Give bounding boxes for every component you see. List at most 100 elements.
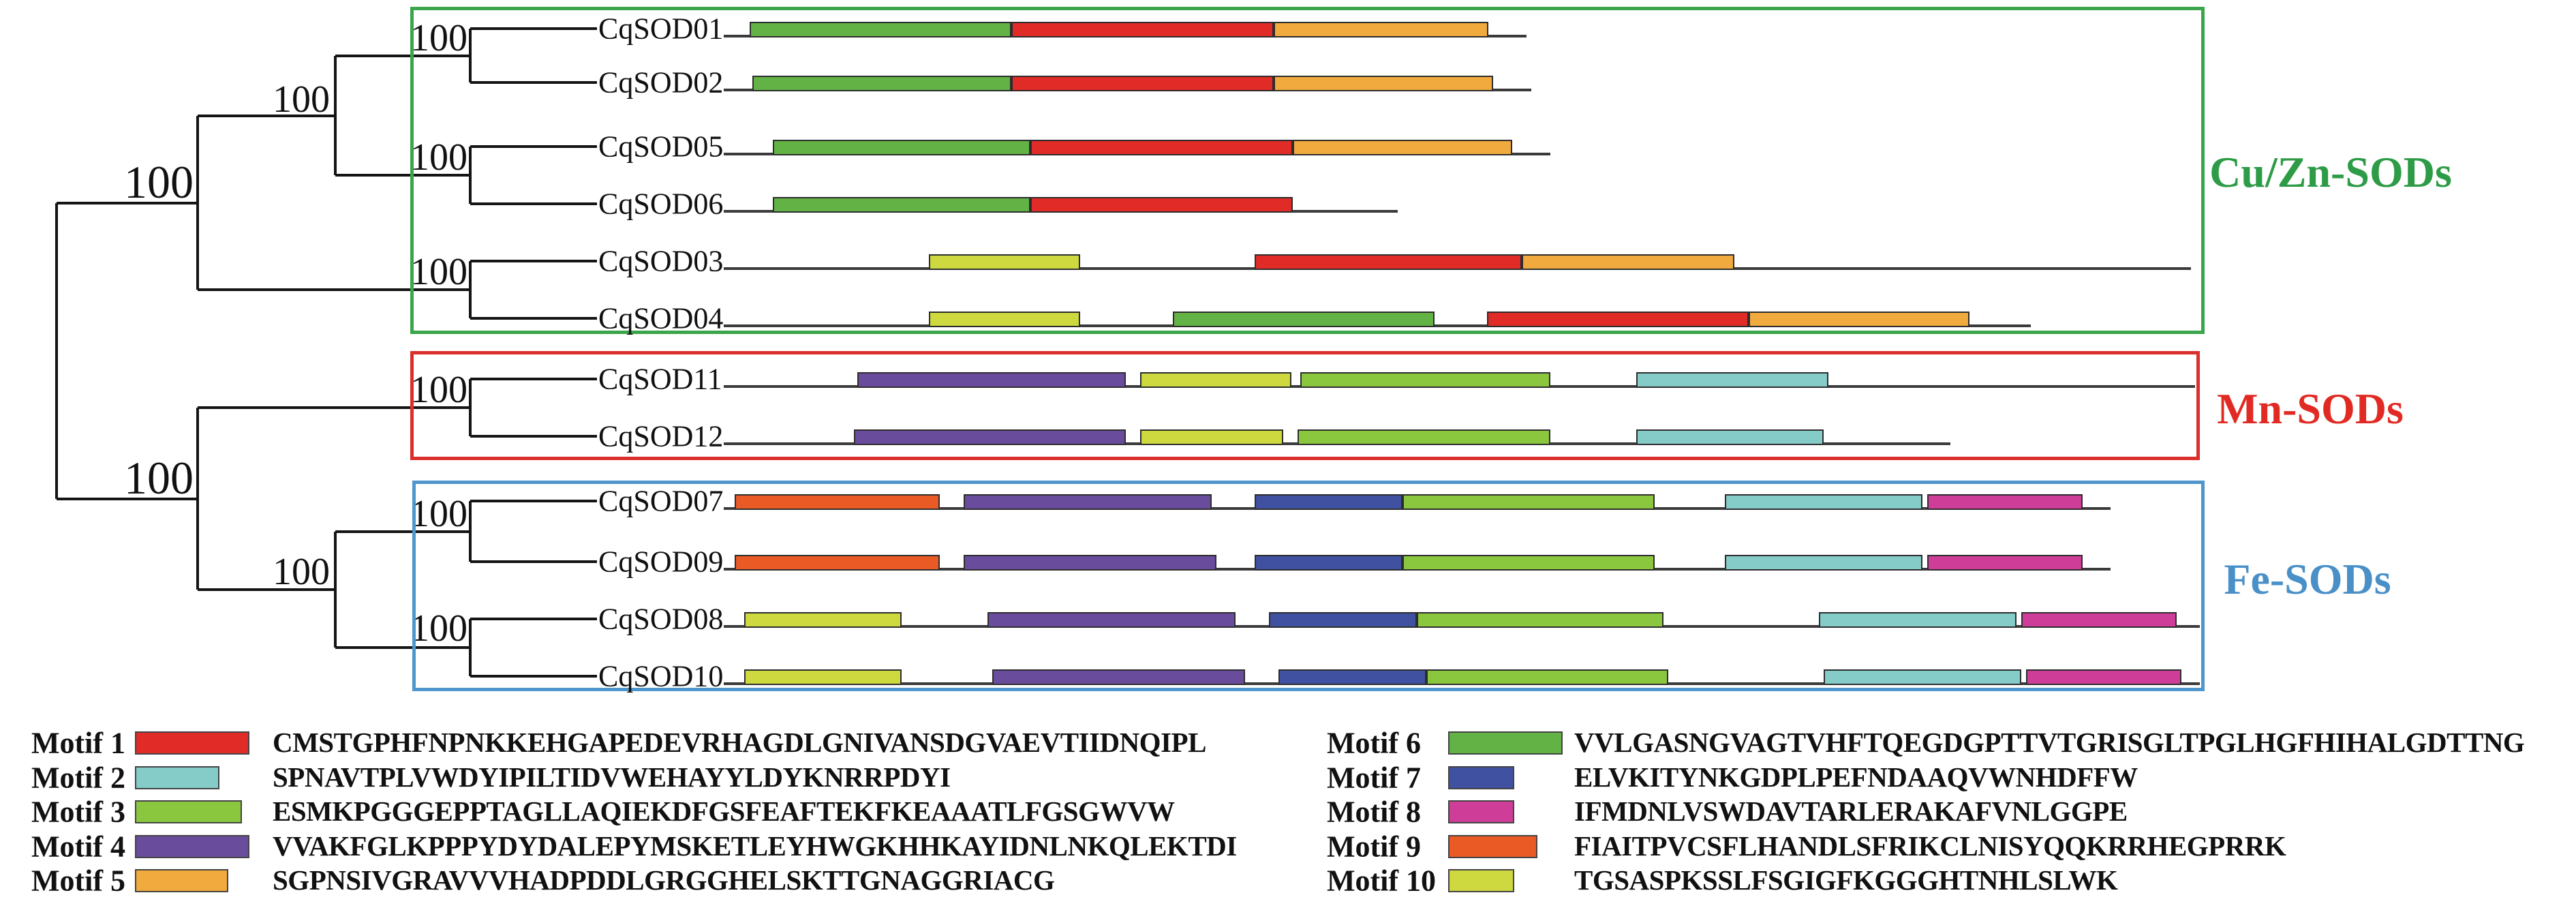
motif-box-motif-2 <box>1725 494 1922 510</box>
motif-box-motif-5 <box>1293 140 1512 155</box>
gene-label-CqSOD08: CqSOD08 <box>598 602 724 636</box>
motif-box-motif-5 <box>1749 312 1969 327</box>
bootstrap-value-pair-CqSOD03-CqSOD04: 100 <box>410 251 467 293</box>
legend-motif-sequence-1: CMSTGPHFNPNKKEHGAPEDEVRHAGDLGNIVANSDGVAE… <box>273 727 1206 759</box>
motif-box-motif-2 <box>1824 669 2021 685</box>
bootstrap-value-pair-CqSOD11-CqSOD12: 100 <box>410 369 467 411</box>
motif-box-motif-6 <box>1173 312 1435 327</box>
legend-motif-sequence-2: SPNAVTPLVWDYIPILTIDVWEHAYYLDYKNRRPDYI <box>273 761 951 793</box>
motif-box-motif-1 <box>1011 22 1274 37</box>
bootstrap-value-clade-Fe: 100 <box>273 551 330 593</box>
legend-motif-label-1: Motif 1 <box>31 726 126 760</box>
bootstrap-value-pair-CqSOD05-CqSOD06: 100 <box>410 136 467 179</box>
motif-box-motif-7 <box>1255 494 1402 510</box>
motif-box-motif-6 <box>752 76 1011 91</box>
group-box-mn <box>410 351 2200 460</box>
legend-swatch-motif-9 <box>1448 835 1537 858</box>
motif-box-motif-10 <box>744 669 902 685</box>
motif-box-motif-8 <box>2026 669 2181 685</box>
motif-box-motif-3 <box>1402 555 1655 571</box>
legend-motif-sequence-6: VVLGASNGVAGTVHFTQEGDGPTTVTGRISGLTPGLHGFH… <box>1574 727 2525 759</box>
legend-motif-sequence-5: SGPNSIVGRAVVVHADPDDLGRGGHELSKTTGNAGGRIAC… <box>273 864 1055 896</box>
legend-swatch-motif-2 <box>135 766 219 789</box>
motif-box-motif-2 <box>1725 555 1922 571</box>
motif-box-motif-10 <box>929 312 1080 327</box>
motif-box-motif-6 <box>750 22 1011 37</box>
legend-motif-label-9: Motif 9 <box>1327 830 1422 864</box>
gene-label-CqSOD02: CqSOD02 <box>598 65 724 100</box>
motif-box-motif-1 <box>1030 140 1293 155</box>
gene-label-CqSOD09: CqSOD09 <box>598 545 724 579</box>
legend-swatch-motif-7 <box>1448 766 1514 789</box>
motif-box-motif-8 <box>1927 494 2083 510</box>
legend-motif-label-10: Motif 10 <box>1327 864 1437 898</box>
gene-label-CqSOD06: CqSOD06 <box>598 187 724 221</box>
legend-motif-label-4: Motif 4 <box>31 830 126 864</box>
legend-motif-sequence-7: ELVKITYNKGDPLPEFNDAAQVWNHDFFW <box>1574 761 2138 793</box>
gene-label-CqSOD12: CqSOD12 <box>598 419 724 453</box>
legend-motif-sequence-3: ESMKPGGGEPPTAGLLAQIEKDFGSFEAFTEKFKEAAATL… <box>273 795 1175 828</box>
motif-box-motif-8 <box>1927 555 2083 571</box>
motif-box-motif-4 <box>992 669 1245 685</box>
motif-box-motif-7 <box>1269 612 1417 628</box>
gene-label-CqSOD05: CqSOD05 <box>598 130 724 164</box>
gene-label-CqSOD03: CqSOD03 <box>598 244 724 278</box>
legend-swatch-motif-5 <box>135 869 228 892</box>
legend-swatch-motif-8 <box>1448 800 1514 823</box>
bootstrap-value-clade-MnFe: 100 <box>124 452 194 504</box>
bootstrap-value-clade-0102-0506: 100 <box>273 78 330 121</box>
legend-motif-label-3: Motif 3 <box>31 795 126 829</box>
legend-motif-sequence-4: VVAKFGLKPPPYDYDALEPYMSKETLEYHWGKHHKAYIDN… <box>273 830 1237 862</box>
group-label-fe: Fe-SODs <box>2224 555 2391 603</box>
motif-box-motif-3 <box>1402 494 1655 510</box>
gene-label-CqSOD04: CqSOD04 <box>598 301 724 335</box>
motif-box-motif-4 <box>857 372 1126 388</box>
group-box-fe <box>412 481 2205 691</box>
legend-motif-label-2: Motif 2 <box>31 761 126 795</box>
motif-box-motif-4 <box>854 429 1126 445</box>
motif-box-motif-10 <box>1140 372 1291 388</box>
motif-box-motif-9 <box>735 494 940 510</box>
motif-box-motif-1 <box>1011 76 1274 91</box>
legend-swatch-motif-1 <box>135 731 249 755</box>
gene-label-CqSOD11: CqSOD11 <box>598 362 722 396</box>
motif-box-motif-1 <box>1487 312 1749 327</box>
legend-swatch-motif-4 <box>135 835 249 858</box>
motif-box-motif-4 <box>964 555 1216 571</box>
motif-box-motif-3 <box>1417 612 1663 628</box>
motif-box-motif-4 <box>964 494 1212 510</box>
legend-motif-label-5: Motif 5 <box>31 864 126 898</box>
legend-motif-label-7: Motif 7 <box>1327 761 1422 795</box>
motif-box-motif-10 <box>929 254 1080 270</box>
legend-swatch-motif-10 <box>1448 869 1514 892</box>
legend-motif-sequence-10: TGSASPKSSLFSGIGFKGGGHTNHLSLWK <box>1574 864 2118 896</box>
motif-box-motif-7 <box>1278 669 1426 685</box>
bootstrap-value-pair-CqSOD01-CqSOD02: 100 <box>410 17 467 59</box>
motif-box-motif-1 <box>1255 254 1522 270</box>
legend-swatch-motif-6 <box>1448 731 1563 755</box>
motif-box-motif-1 <box>1030 197 1293 213</box>
motif-box-motif-5 <box>1274 22 1488 37</box>
motif-box-motif-3 <box>1426 669 1668 685</box>
gene-label-CqSOD10: CqSOD10 <box>598 659 724 693</box>
motif-box-motif-6 <box>773 140 1030 155</box>
legend-motif-label-8: Motif 8 <box>1327 795 1422 829</box>
motif-box-motif-7 <box>1255 555 1402 571</box>
motif-box-motif-2 <box>1636 372 1828 388</box>
motif-box-motif-2 <box>1636 429 1824 445</box>
motif-box-motif-2 <box>1819 612 2017 628</box>
motif-box-motif-3 <box>1300 372 1550 388</box>
motif-box-motif-10 <box>1140 429 1283 445</box>
legend-motif-sequence-8: IFMDNLVSWDAVTARLERAKAFVNLGGPE <box>1574 795 2128 828</box>
group-box-cuzn <box>410 7 2205 334</box>
motif-box-motif-5 <box>1274 76 1493 91</box>
motif-box-motif-3 <box>1298 429 1550 445</box>
legend-swatch-motif-3 <box>135 800 242 823</box>
motif-box-motif-8 <box>2021 612 2177 628</box>
motif-box-motif-4 <box>987 612 1236 628</box>
motif-box-motif-9 <box>735 555 940 571</box>
bootstrap-value-pair-CqSOD08-CqSOD10: 100 <box>410 607 467 650</box>
gene-label-CqSOD07: CqSOD07 <box>598 484 724 518</box>
